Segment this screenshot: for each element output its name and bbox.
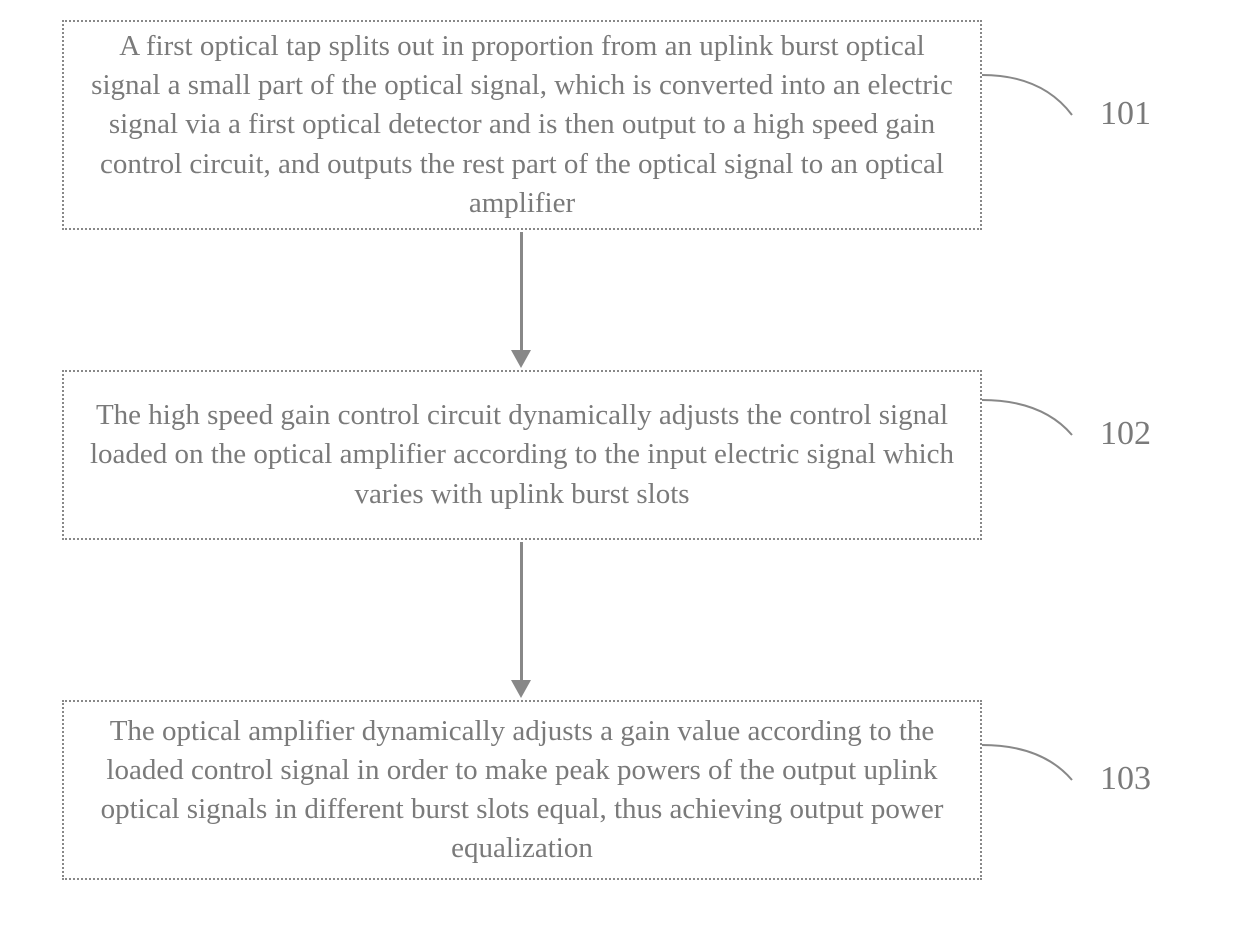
flow-step-2-text: The high speed gain control circuit dyna…: [84, 396, 960, 513]
flow-step-3-text: The optical amplifier dynamically adjust…: [84, 712, 960, 869]
label-connector-1: [982, 70, 1092, 140]
flow-step-1: A first optical tap splits out in propor…: [62, 20, 982, 230]
flow-step-1-text: A first optical tap splits out in propor…: [84, 27, 960, 223]
arrow-head-1: [511, 350, 531, 368]
label-connector-3: [982, 740, 1092, 810]
arrow-head-2: [511, 680, 531, 698]
arrow-2-to-3: [520, 542, 523, 680]
flowchart-container: A first optical tap splits out in propor…: [0, 0, 1240, 932]
arrow-1-to-2: [520, 232, 523, 350]
label-connector-2: [982, 395, 1092, 465]
flow-label-2: 102: [1100, 415, 1151, 453]
flow-step-2: The high speed gain control circuit dyna…: [62, 370, 982, 540]
flow-label-3: 103: [1100, 760, 1151, 798]
flow-label-1: 101: [1100, 95, 1151, 133]
flow-step-3: The optical amplifier dynamically adjust…: [62, 700, 982, 880]
